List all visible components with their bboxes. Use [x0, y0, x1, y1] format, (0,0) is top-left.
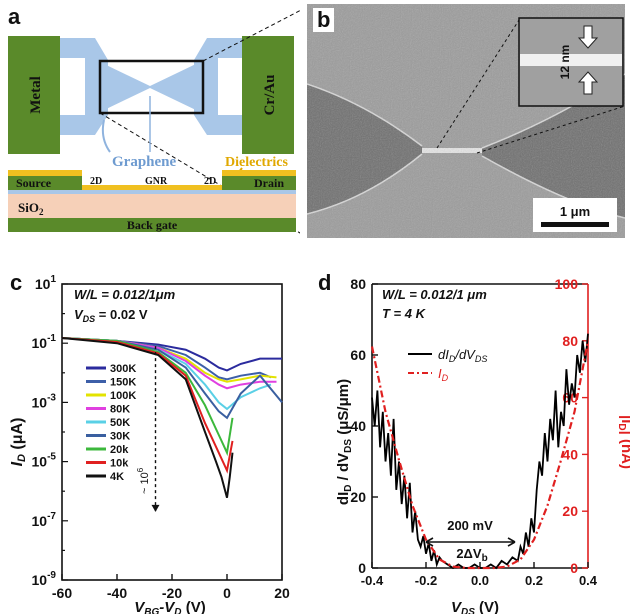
- c-legend-label-4K: 4K: [110, 471, 124, 483]
- d-xtick-label: 0.2: [525, 573, 543, 588]
- source-electrode: [8, 176, 82, 190]
- d-ytick-left-label: 80: [350, 276, 366, 292]
- d-xtick-label: -0.4: [361, 573, 384, 588]
- d-legend-2: ID: [438, 366, 449, 383]
- panel-b-sem-image: 12 nm 1 μm: [307, 4, 625, 238]
- c-series-30K: [61, 336, 283, 420]
- d-legend-1: dID/dVDS: [438, 347, 487, 364]
- d-width-arrow: [425, 537, 516, 547]
- d-series-didv: [371, 333, 589, 570]
- d-ytick-right-label: 100: [555, 276, 579, 292]
- d-annotation-wl: W/L = 0.012/1 μm: [382, 287, 487, 302]
- c-ytick-label: 10-1: [32, 333, 57, 351]
- metal-pad-right: [242, 36, 294, 154]
- d-ytick-left-label: 40: [350, 418, 366, 434]
- gnr-label: GNR: [145, 176, 168, 187]
- panel-d-letter: d: [318, 270, 332, 295]
- d-ytick-right-label: 0: [570, 560, 578, 576]
- inset-ribbon: [520, 54, 622, 66]
- c-legend-label-300K: 300K: [110, 363, 136, 375]
- d-xtick-label: -0.2: [415, 573, 437, 588]
- graphene-layer-cross: [8, 190, 296, 194]
- c-legend-label-30K: 30K: [110, 431, 130, 443]
- dielectric-top: [8, 170, 82, 176]
- zoom-line-top: [202, 10, 300, 62]
- c-ytick-label: 10-5: [32, 452, 57, 470]
- d-ytick-right-label: 80: [562, 333, 578, 349]
- sio2-layer: [8, 194, 296, 218]
- scalebar-label: 1 μm: [560, 204, 590, 219]
- c-xtick-label: 0: [223, 585, 231, 601]
- d-annotation-t: T = 4 K: [382, 306, 427, 321]
- d-ytick-left-label: 0: [358, 560, 366, 576]
- c-ylabel: ID (μA): [9, 418, 28, 467]
- c-series-20k: [61, 336, 234, 457]
- drain-electrode: [222, 176, 296, 190]
- c-legend-label-150K: 150K: [110, 377, 136, 389]
- c-ytick-label: 10-3: [32, 392, 57, 410]
- inset-arrow-up: [577, 71, 599, 95]
- 2d-left-label: 2D: [90, 176, 102, 187]
- c-series-4K: [61, 336, 234, 499]
- d-xtick-label: 0.0: [471, 573, 489, 588]
- c-xtick-label: 20: [274, 585, 290, 601]
- backgate-label: Back gate: [127, 218, 178, 232]
- d-ytick-right-label: 40: [562, 446, 578, 462]
- crau-label: Cr/Au: [262, 75, 278, 116]
- d-ylabel-left: dID / dVDS (μS/μm): [335, 379, 354, 505]
- d-xlabel: VDS (V): [451, 599, 499, 614]
- panel-a-schematic: Metal Cr/Au Graphene Dielectrics Source …: [8, 10, 300, 234]
- dielectrics-label: Dielectrics: [225, 155, 289, 170]
- c-ratio-label: ~ 106: [136, 467, 151, 494]
- graphene-bowtie: [100, 62, 200, 112]
- d-ytick-left-label: 20: [350, 489, 366, 505]
- graphene-label: Graphene: [112, 154, 177, 170]
- source-label: Source: [16, 176, 52, 190]
- c-series-10k: [61, 336, 234, 474]
- drain-label: Drain: [254, 176, 284, 190]
- c-plot-frame: [61, 283, 283, 581]
- panel-b-letter: b: [313, 8, 335, 32]
- panel-c-letter: c: [10, 270, 23, 295]
- metal-label: Metal: [28, 76, 44, 113]
- inset-width-label: 12 nm: [558, 45, 572, 80]
- panel-a-letter: a: [8, 4, 21, 29]
- c-ytick-label: 10-9: [32, 570, 57, 588]
- sio2-label: SiO2: [18, 200, 44, 217]
- graphene-arrow: [101, 119, 111, 153]
- c-legend-label-10k: 10k: [110, 458, 129, 470]
- graphene-left-contact: [60, 38, 108, 135]
- c-xlabel: VBG-VD (V): [134, 599, 205, 614]
- c-annotation-wl: W/L = 0.012/1μm: [74, 287, 176, 302]
- c-xtick-label: -20: [162, 585, 182, 601]
- c-xtick-label: -60: [52, 585, 72, 601]
- c-ratio-arrowhead: [151, 504, 160, 512]
- c-annotation-vds: VDS = 0.02 V: [74, 307, 148, 324]
- 2d-right-label: 2D: [204, 176, 216, 187]
- c-ytick-label: 10-7: [32, 511, 57, 529]
- c-legend-label-80K: 80K: [110, 404, 130, 416]
- d-ylabel-right: |ID| (nA): [616, 415, 630, 469]
- c-legend-label-50K: 50K: [110, 417, 130, 429]
- d-xtick-label: 0.4: [579, 573, 598, 588]
- d-ytick-left-label: 60: [350, 347, 366, 363]
- dielectric-channel: [82, 185, 222, 190]
- d-arrow-label: 200 mV: [447, 518, 493, 533]
- panel-c-chart: -60 -40 -20 0 20 10-9 10-7 10-5 10-3 10-1 101 300K 1…: [9, 274, 290, 614]
- channel-highlight-box: [98, 59, 205, 115]
- d-ytick-right-label: 20: [562, 503, 578, 519]
- c-legend-label-20k: 20k: [110, 444, 129, 456]
- c-ytick-label: 101: [35, 274, 57, 292]
- dielectric-top-right: [222, 170, 296, 176]
- c-xtick-label: -40: [107, 585, 127, 601]
- graphene-right-contact: [194, 38, 242, 135]
- d-series-id: [370, 340, 590, 570]
- metal-pad-left: [8, 36, 60, 154]
- d-gap-label: 2ΔVb: [456, 546, 487, 564]
- inset-arrow-down: [577, 25, 599, 49]
- c-legend-label-100K: 100K: [110, 390, 136, 402]
- scalebar-bar: [541, 222, 609, 227]
- backgate-layer: [8, 218, 296, 232]
